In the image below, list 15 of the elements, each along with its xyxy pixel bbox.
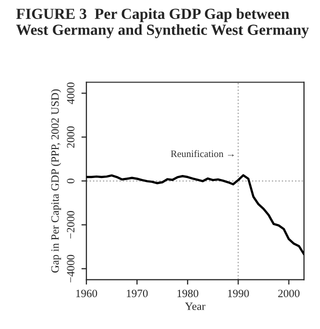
- y-tick-label: 4000: [66, 82, 74, 104]
- x-tick-label: 2000: [278, 290, 300, 298]
- x-tick-label: 1980: [177, 290, 198, 298]
- y-tick-label: −2000: [66, 210, 74, 239]
- y-tick-label: 2000: [66, 126, 74, 148]
- y-tick-label: −4000: [66, 254, 74, 282]
- x-tick-label: 1960: [76, 290, 98, 298]
- x-tick-label: 1970: [126, 290, 148, 298]
- y-tick-label: 0: [66, 178, 74, 184]
- annotation: Reunification →: [170, 150, 234, 158]
- y-axis-title: Gap in Per Capita GDP (PPP, 2002 USD): [50, 89, 62, 273]
- x-tick-label: 1990: [228, 290, 249, 298]
- x-axis-title: Year: [185, 302, 206, 310]
- line-series: [86, 174, 304, 256]
- chart-title: FIGURE 3 Per Capita GDP Gap between West Germany and Synthetic West Germany: [16, 8, 309, 38]
